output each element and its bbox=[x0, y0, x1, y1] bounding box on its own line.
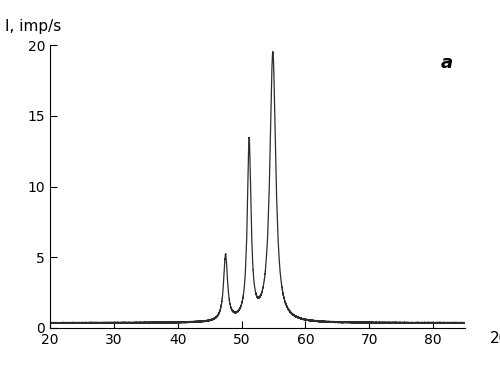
Text: a: a bbox=[440, 54, 452, 72]
Text: 2θ: 2θ bbox=[490, 331, 500, 346]
Text: I, imp/s: I, imp/s bbox=[5, 19, 61, 34]
